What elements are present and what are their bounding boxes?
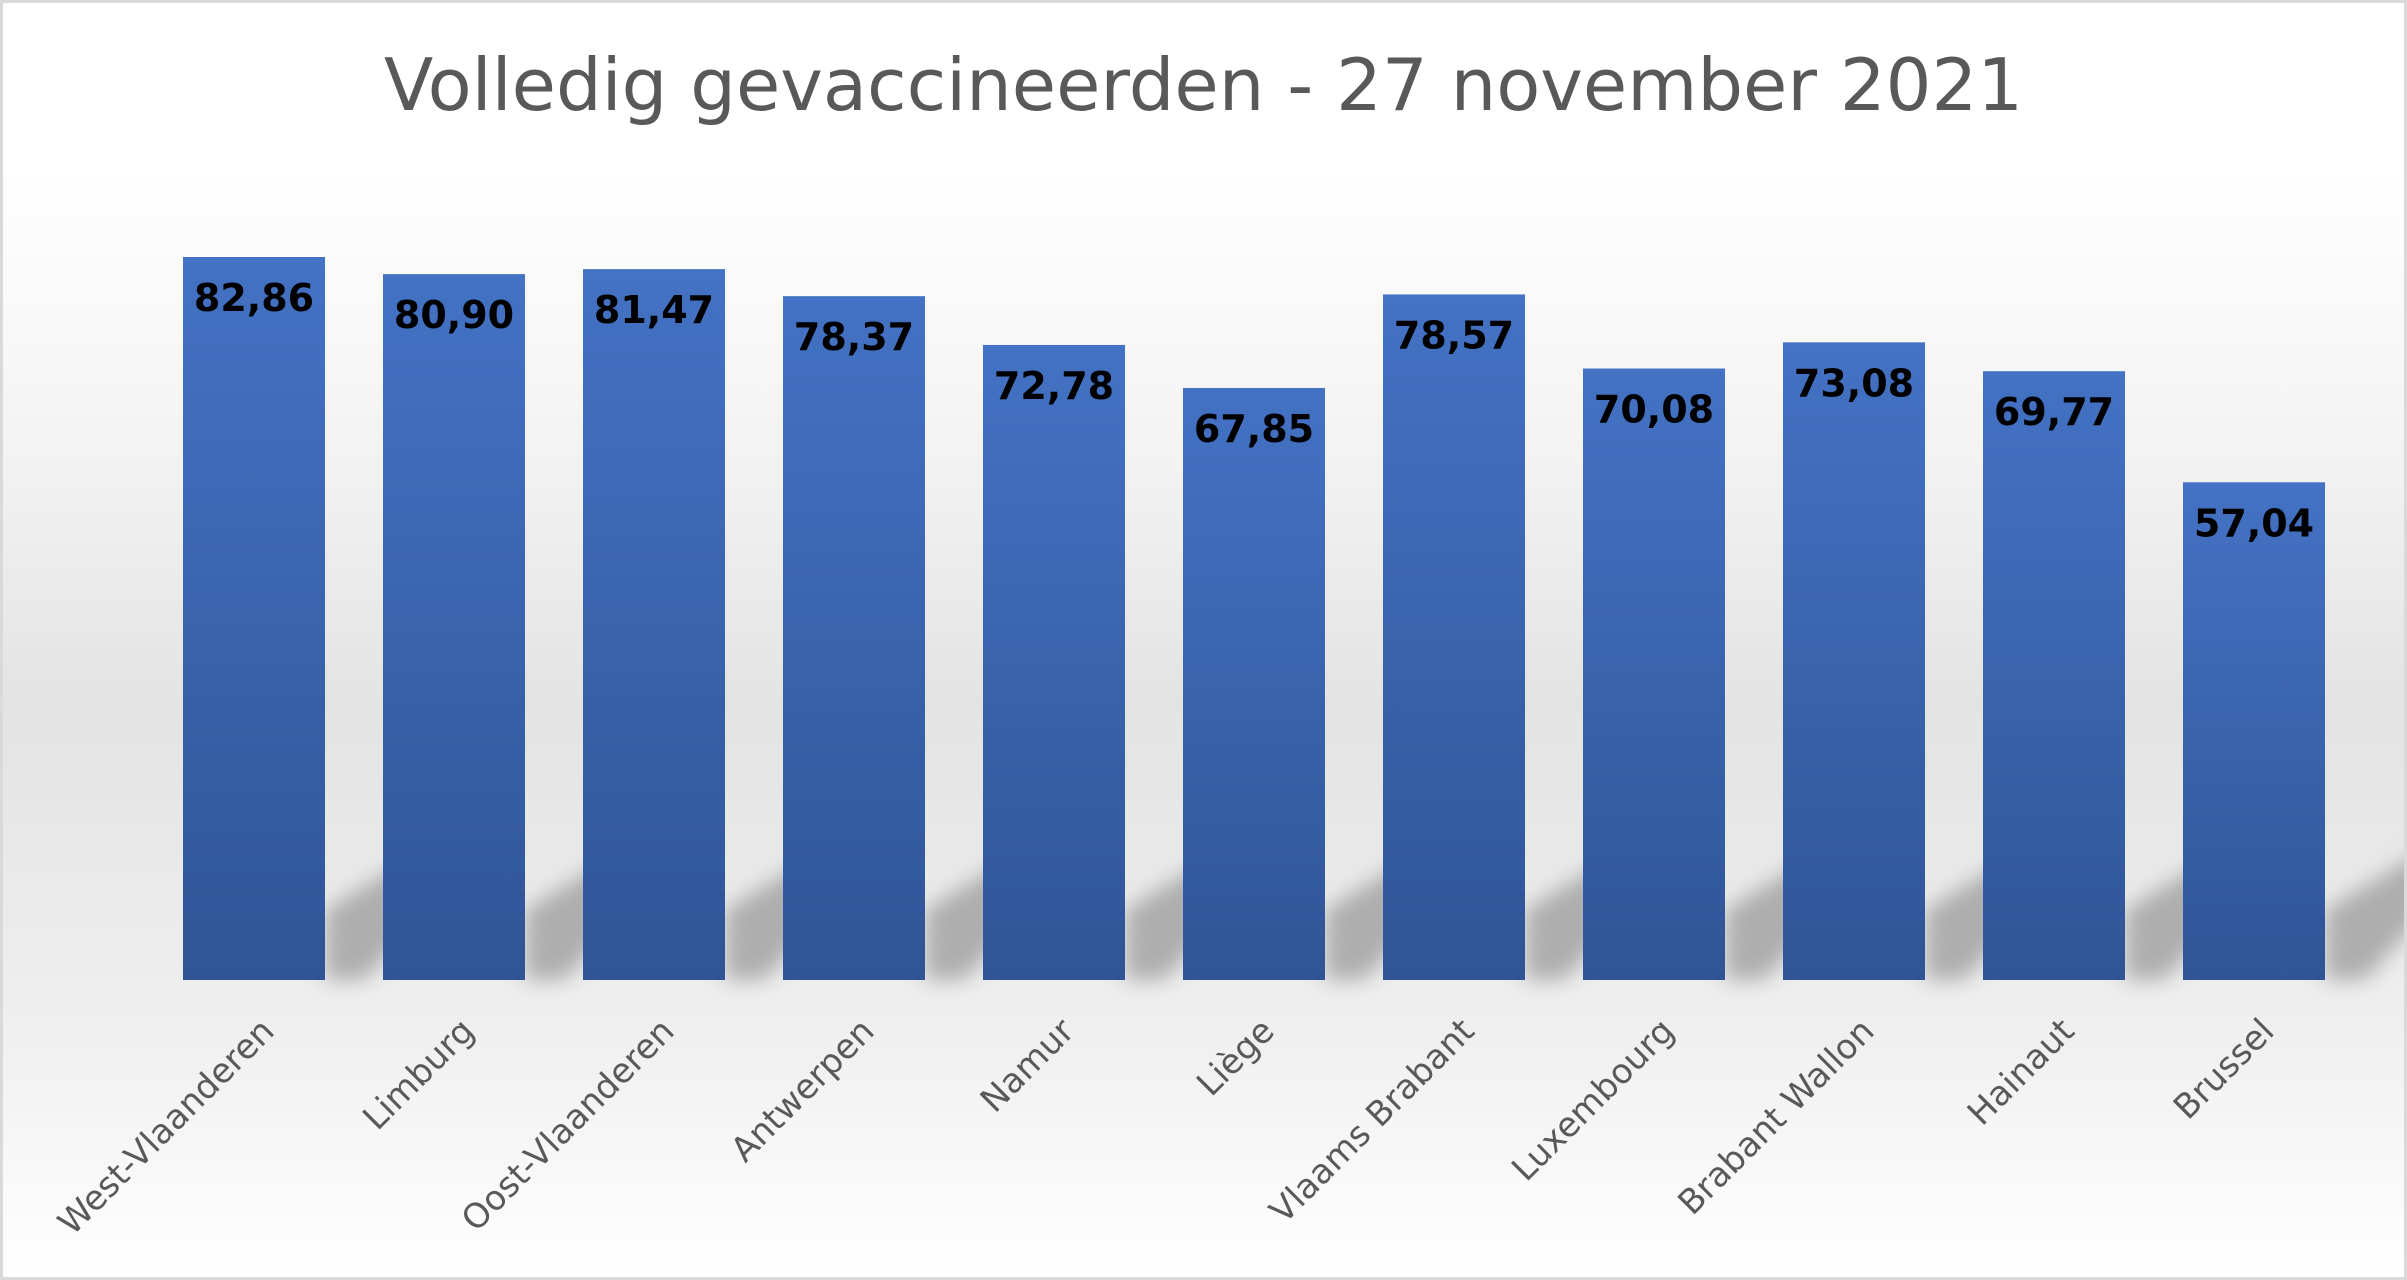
bar <box>1783 342 1925 980</box>
category-tick-label: Brussel <box>2166 1011 2282 1127</box>
bar <box>583 269 725 980</box>
bar <box>1983 371 2125 980</box>
category-tick-label: Brabant Wallon <box>1670 1011 1882 1223</box>
value-labels-group: 82,86 80,90 81,47 78,37 72,78 67,85 78,57 70,08… <box>194 276 2314 545</box>
data-label: 81,47 <box>594 288 714 332</box>
chart-title: Volledig gevaccineerden - 27 november 20… <box>383 43 2024 127</box>
bar-shadow <box>2325 862 2404 980</box>
data-label: 73,08 <box>1794 361 1914 405</box>
bar <box>183 257 325 980</box>
bar <box>1583 368 1725 980</box>
bars-group <box>183 257 2325 981</box>
category-tick-label: Limburg <box>355 1011 482 1138</box>
data-label: 72,78 <box>994 364 1114 408</box>
data-label: 78,57 <box>1394 313 1514 357</box>
bar <box>383 274 525 980</box>
bar <box>783 296 925 981</box>
bar-chart: 82,86 80,90 81,47 78,37 72,78 67,85 78,57 70,08… <box>50 257 2404 1243</box>
category-tick-label: Liège <box>1189 1011 1282 1104</box>
data-label: 78,37 <box>794 315 914 359</box>
data-label: 67,85 <box>1194 407 1314 451</box>
category-tick-label: Oost-Vlaanderen <box>454 1011 682 1239</box>
data-label: 80,90 <box>394 293 514 337</box>
category-tick-label: Namur <box>973 1011 1083 1121</box>
category-tick-label: Luxembourg <box>1504 1011 1682 1189</box>
data-label: 82,86 <box>194 276 314 320</box>
bar <box>1383 294 1525 981</box>
data-label: 70,08 <box>1594 388 1714 432</box>
category-tick-label: Antwerpen <box>723 1011 882 1170</box>
data-label: 69,77 <box>1994 390 2114 434</box>
category-tick-label: West-Vlaanderen <box>50 1011 282 1243</box>
data-label: 57,04 <box>2194 501 2314 545</box>
bar <box>1183 387 1325 980</box>
category-tick-label: Vlaams Brabant <box>1262 1011 1482 1231</box>
category-tick-label: Hainaut <box>1960 1011 2082 1133</box>
bar <box>983 344 1125 981</box>
bar <box>2183 482 2325 980</box>
